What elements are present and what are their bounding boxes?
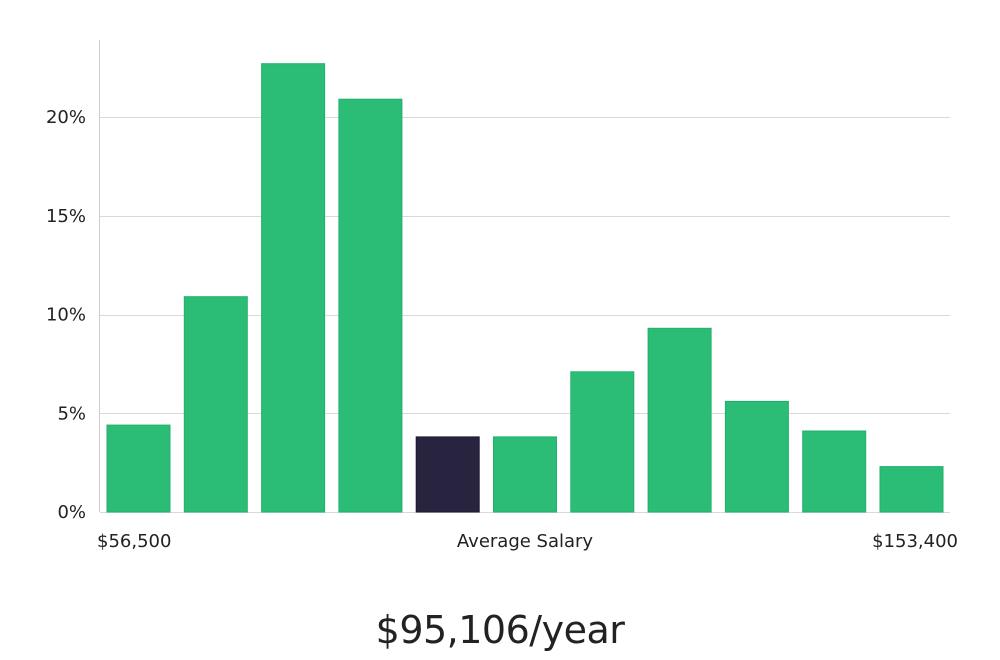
- bar: [647, 327, 712, 513]
- y-tick-label: 15%: [46, 206, 86, 227]
- salary-histogram: 0% 5% 10% 15% 20% $56,500 Average Salary $15…: [46, 40, 958, 552]
- bar: [724, 400, 789, 513]
- bar-average-salary: [415, 436, 480, 513]
- bar: [879, 466, 944, 513]
- x-axis-title: Average Salary: [457, 531, 594, 552]
- bar: [802, 430, 867, 513]
- bar: [106, 424, 171, 513]
- y-tick-label: 0%: [57, 502, 86, 523]
- bar: [493, 436, 557, 513]
- x-max-label: $153,400: [872, 531, 958, 552]
- y-tick-labels: 0% 5% 10% 15% 20%: [46, 107, 86, 523]
- y-tick-label: 10%: [46, 305, 86, 326]
- average-salary-value: $95,106/year: [375, 608, 625, 652]
- y-tick-label: 20%: [46, 107, 86, 128]
- bar: [183, 296, 248, 513]
- bar: [338, 98, 403, 513]
- y-tick-label: 5%: [57, 403, 86, 424]
- bars: [106, 63, 944, 513]
- bar: [261, 63, 326, 513]
- x-min-label: $56,500: [97, 531, 171, 552]
- bar: [570, 371, 635, 513]
